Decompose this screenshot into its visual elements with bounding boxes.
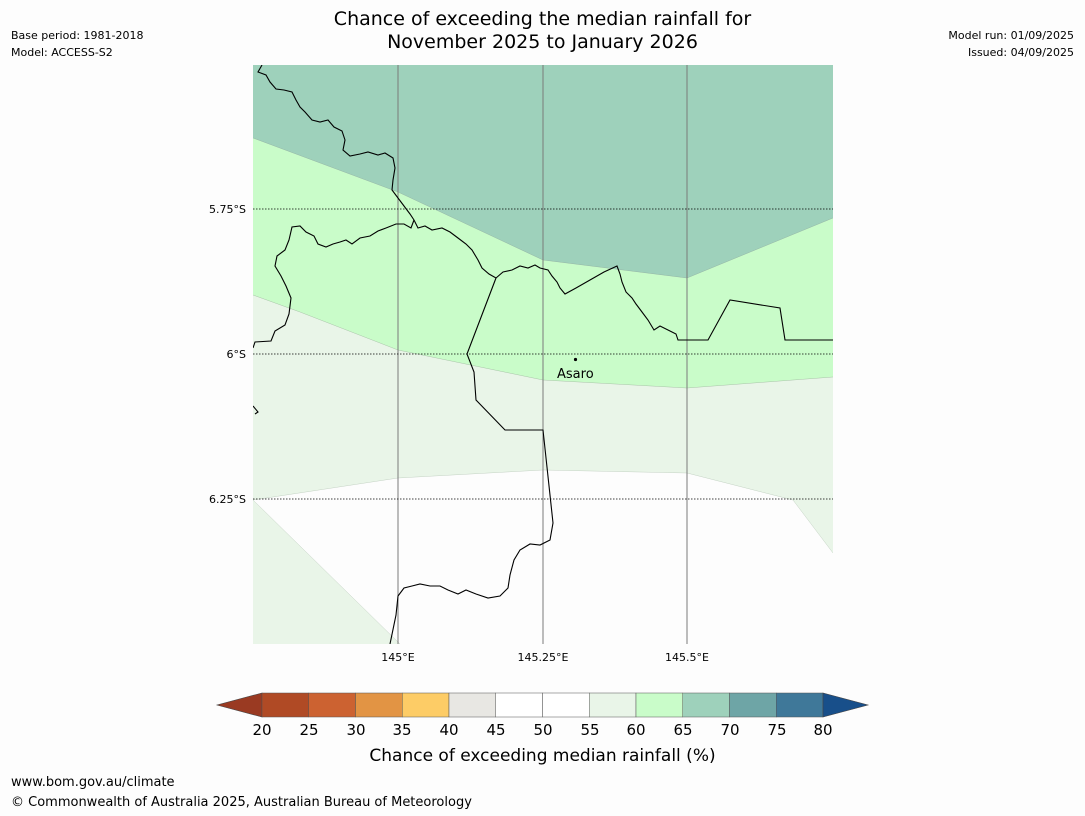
lat-label-6: 6°S xyxy=(227,348,246,361)
cb-tick-80: 80 xyxy=(813,721,832,739)
colorbar-bin-35-40 xyxy=(402,692,450,718)
meta-right: Model run: 01/09/2025 Issued: 04/09/2025 xyxy=(948,27,1074,61)
cb-tick-25: 25 xyxy=(299,721,318,739)
colorbar-extend-high xyxy=(822,692,870,718)
cb-tick-50: 50 xyxy=(533,721,552,739)
lon-label-145-5: 145.5°E xyxy=(665,651,709,664)
model-run: Model run: 01/09/2025 xyxy=(948,29,1074,42)
footer-url[interactable]: www.bom.gov.au/climate xyxy=(11,775,175,790)
cb-tick-55: 55 xyxy=(580,721,599,739)
cb-tick-45: 45 xyxy=(486,721,505,739)
colorbar-bin-65-70 xyxy=(682,692,730,718)
colorbar-bin-20-25 xyxy=(261,692,309,718)
place-marker-dot xyxy=(573,357,578,362)
base-period: Base period: 1981-2018 xyxy=(11,29,144,42)
lat-label-6-25: 6.25°S xyxy=(209,493,246,506)
colorbar-bin-25-30 xyxy=(308,692,356,718)
title-line-1: Chance of exceeding the median rainfall … xyxy=(333,8,752,30)
colorbar-bin-30-35 xyxy=(355,692,403,718)
cb-tick-35: 35 xyxy=(392,721,411,739)
colorbar-bin-45-50 xyxy=(495,692,543,718)
cb-tick-75: 75 xyxy=(767,721,786,739)
issued-date: Issued: 04/09/2025 xyxy=(967,46,1074,59)
model-name: Model: ACCESS-S2 xyxy=(11,46,113,59)
colorbar xyxy=(215,692,870,718)
colorbar-title: Chance of exceeding median rainfall (%) xyxy=(369,746,716,766)
cb-tick-70: 70 xyxy=(720,721,739,739)
colorbar-bin-40-45 xyxy=(448,692,496,718)
colorbar-bin-60-65 xyxy=(635,692,683,718)
meta-left: Base period: 1981-2018 Model: ACCESS-S2 xyxy=(11,27,143,61)
cb-tick-65: 65 xyxy=(673,721,692,739)
lon-label-145-25: 145.25°E xyxy=(518,651,569,664)
title-line-2: November 2025 to January 2026 xyxy=(387,31,698,53)
colorbar-bin-75-80 xyxy=(776,692,824,718)
colorbar-bin-55-60 xyxy=(589,692,637,718)
probability-fill xyxy=(253,65,833,644)
map-title: Chance of exceeding the median rainfall … xyxy=(0,8,1085,54)
colorbar-bin-50-55 xyxy=(542,692,590,718)
colorbar-ticks: 20 25 30 35 40 45 50 55 60 65 70 75 80 xyxy=(252,721,832,739)
lon-label-145: 145°E xyxy=(381,651,414,664)
cb-tick-20: 20 xyxy=(252,721,271,739)
colorbar-bin-70-75 xyxy=(729,692,777,718)
colorbar-extend-low xyxy=(215,692,263,718)
footer-copyright: © Commonwealth of Australia 2025, Austra… xyxy=(11,795,472,810)
cb-tick-60: 60 xyxy=(626,721,645,739)
cb-tick-40: 40 xyxy=(439,721,458,739)
place-label: Asaro xyxy=(557,367,594,382)
cb-tick-30: 30 xyxy=(346,721,365,739)
lat-label-5-75: 5.75°S xyxy=(209,203,246,216)
province-boundaries xyxy=(253,65,833,644)
